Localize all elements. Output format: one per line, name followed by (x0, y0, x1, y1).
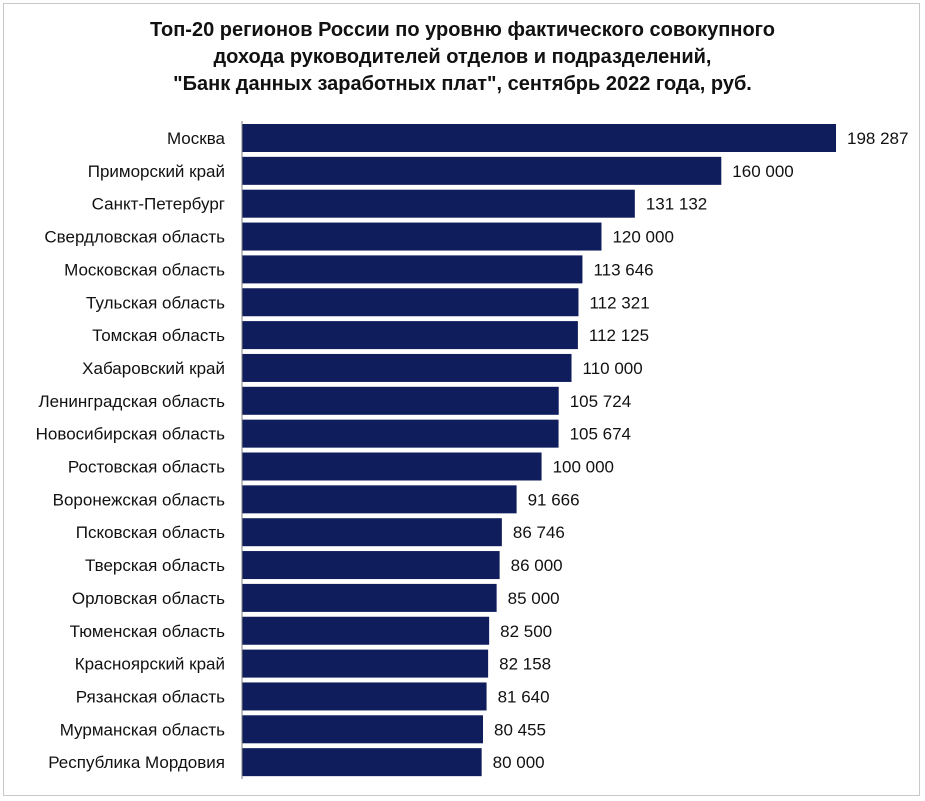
value-label-8: 110 000 (583, 359, 643, 378)
chart-title: Топ-20 регионов России по уровню фактиче… (0, 17, 925, 98)
bar-2 (242, 156, 722, 185)
bar-12 (242, 485, 517, 514)
value-label-17: 82 158 (499, 655, 551, 674)
bar-8 (242, 353, 572, 382)
bar-3 (242, 189, 635, 218)
value-label-20: 80 000 (493, 753, 545, 772)
category-label-1: Москва (167, 129, 226, 148)
category-label-13: Псковская область (76, 523, 225, 542)
category-label-11: Ростовская область (68, 458, 225, 477)
bar-6 (242, 288, 579, 317)
bar-4 (242, 222, 602, 251)
category-label-18: Рязанская область (76, 687, 225, 706)
bar-7 (242, 321, 578, 350)
bar-13 (242, 518, 502, 547)
category-label-3: Санкт-Петербург (92, 195, 225, 214)
chart-title-line-3: "Банк данных заработных плат", сентябрь … (173, 73, 752, 95)
bar-17 (242, 649, 489, 678)
category-label-14: Тверская область (85, 556, 225, 575)
value-label-11: 100 000 (553, 458, 614, 477)
category-label-12: Воронежская область (53, 490, 226, 509)
bar-9 (242, 386, 559, 415)
category-label-7: Томская область (92, 326, 225, 345)
value-label-7: 112 125 (589, 326, 649, 345)
value-label-6: 112 321 (589, 293, 649, 312)
value-label-1: 198 287 (847, 129, 908, 148)
value-label-12: 91 666 (528, 490, 580, 509)
category-label-8: Хабаровский край (82, 359, 225, 378)
value-label-13: 86 746 (513, 523, 565, 542)
value-label-2: 160 000 (732, 162, 793, 181)
bar-10 (242, 419, 559, 448)
value-label-19: 80 455 (494, 720, 546, 739)
category-label-6: Тульская область (86, 293, 225, 312)
bar-18 (242, 682, 487, 711)
value-label-9: 105 724 (570, 392, 631, 411)
value-label-15: 85 000 (508, 589, 560, 608)
bar-11 (242, 452, 542, 481)
value-label-10: 105 674 (570, 425, 631, 444)
category-label-9: Ленинградская область (38, 392, 225, 411)
value-label-14: 86 000 (511, 556, 563, 575)
bar-14 (242, 551, 500, 580)
value-label-16: 82 500 (500, 622, 552, 641)
bar-20 (242, 748, 482, 777)
category-label-5: Московская область (64, 260, 225, 279)
chart-title-line-2: дохода руководителей отделов и подраздел… (213, 46, 712, 68)
category-label-19: Мурманская область (60, 720, 225, 739)
bar-15 (242, 583, 497, 612)
category-label-2: Приморский край (88, 162, 225, 181)
value-label-18: 81 640 (498, 687, 550, 706)
bar-16 (242, 616, 490, 645)
category-label-17: Красноярский край (75, 655, 225, 674)
value-label-5: 113 646 (593, 260, 653, 279)
category-label-4: Свердловская область (44, 228, 225, 247)
category-label-16: Тюменская область (70, 622, 226, 641)
bar-1 (242, 124, 836, 152)
value-label-4: 120 000 (612, 228, 673, 247)
category-label-10: Новосибирская область (36, 425, 225, 444)
bar-5 (242, 255, 583, 284)
chart-frame (3, 3, 920, 796)
bar-19 (242, 715, 484, 744)
category-label-15: Орловская область (72, 589, 225, 608)
category-label-20: Республика Мордовия (48, 753, 225, 772)
value-label-3: 131 132 (646, 195, 707, 214)
chart-title-line-1: Топ-20 регионов России по уровню фактиче… (150, 19, 775, 41)
